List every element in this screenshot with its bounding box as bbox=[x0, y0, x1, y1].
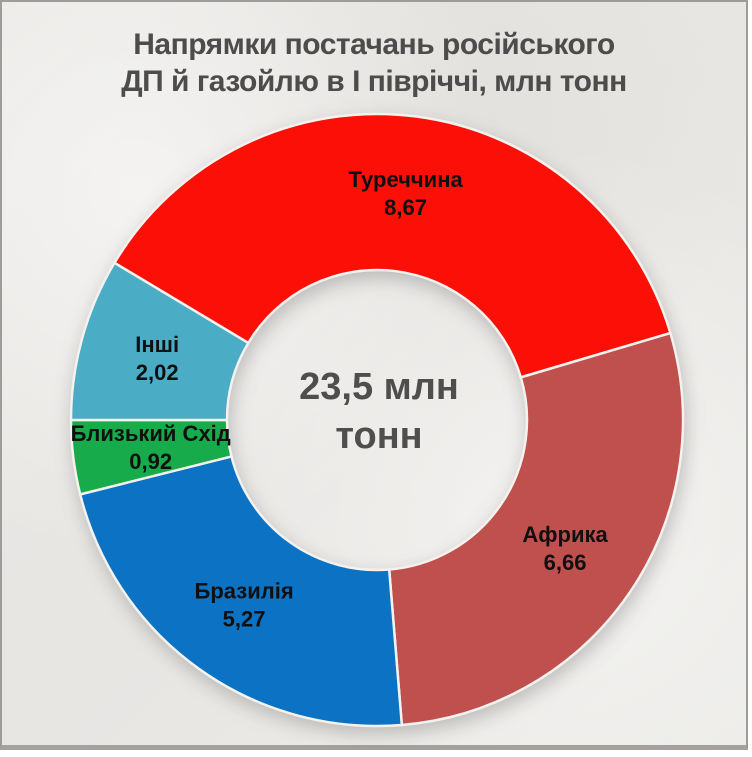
chart-title-line1: Напрямки постачань російського bbox=[133, 28, 615, 61]
total-value: 23,5 млн bbox=[299, 366, 459, 408]
pie-slice-3 bbox=[78, 455, 404, 728]
slice-label-3: Бразилія 5,27 bbox=[195, 578, 294, 631]
chart-title: Напрямки постачань російського ДП й газо… bbox=[2, 26, 746, 100]
slice-label-5: Інші 2,02 bbox=[135, 332, 179, 385]
donut-center-total: 23,5 млн тонн bbox=[219, 363, 539, 461]
slice-label-2: Африка 6,66 bbox=[522, 522, 608, 575]
chart-title-line2: ДП й газойлю в І півріччі, млн тонн bbox=[121, 65, 627, 98]
slice-label-4: Близький Схід 0,92 bbox=[71, 421, 231, 474]
slice-label-1: Туреччина 8,67 bbox=[348, 167, 463, 220]
total-units: тонн bbox=[335, 415, 423, 457]
pie-slice-1 bbox=[113, 112, 672, 379]
pie-slice-5 bbox=[69, 261, 250, 422]
pie-slice-2 bbox=[387, 331, 685, 727]
